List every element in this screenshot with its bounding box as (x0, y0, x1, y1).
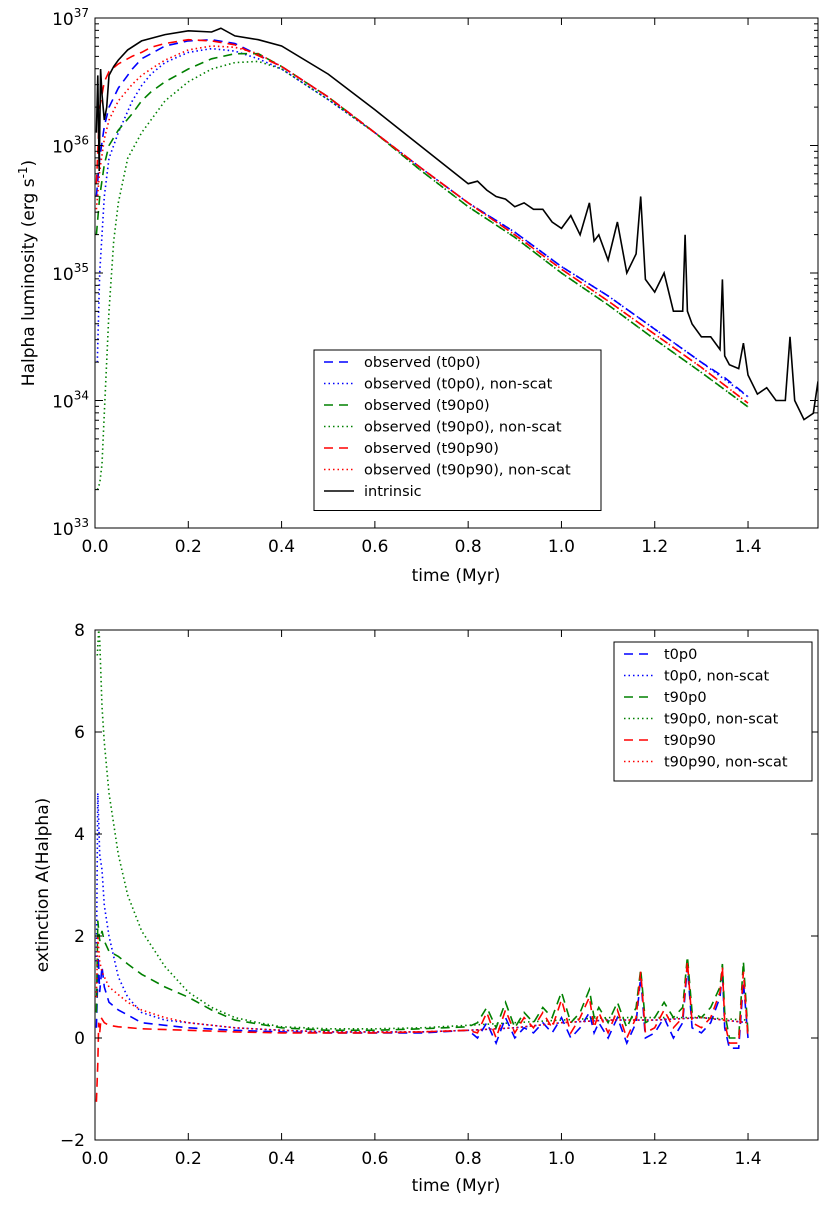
luminosity-frame (94, 17, 819, 529)
extinction-axes: 0.0 0.2 0.4 0.6 0.8 1.0 1.2 1.4 −2 0 2 4 6 8 (60, 621, 818, 1169)
luminosity-x-tick-label: 0.0 (81, 537, 108, 557)
extinction-series-t0p0 (95, 956, 749, 1049)
extinction-y-axis-label: extinction A(Halpha) (33, 798, 53, 973)
extinction-legend-label-t90p90: t90p90 (664, 733, 716, 749)
extinction-panel: 0.0 0.2 0.4 0.6 0.8 1.0 1.2 1.4 −2 0 2 4 6 8 time (My… (33, 621, 819, 1196)
luminosity-x-tick-label: 1.4 (735, 537, 762, 557)
luminosity-y-tick-label: 1033 (52, 516, 89, 540)
extinction-y-tick-label: 4 (74, 825, 85, 845)
luminosity-x-tick-label: 0.2 (175, 537, 202, 557)
luminosity-x-tick-label: 0.4 (268, 537, 295, 557)
extinction-x-tick-label: 0.8 (455, 1149, 482, 1169)
extinction-x-tick-label: 0.4 (268, 1149, 295, 1169)
luminosity-series-observed-t90p90 (95, 38, 749, 404)
extinction-x-tick-label: 0.6 (361, 1149, 388, 1169)
luminosity-legend-label-observed-t90p90: observed (t90p90) (364, 441, 499, 457)
luminosity-axes: 0.0 0.2 0.4 0.6 0.8 1.0 1.2 1.4 1033 1034 1035 1036… (52, 6, 818, 557)
extinction-y-tick-label: 0 (74, 1029, 85, 1049)
extinction-x-tick-label: 1.4 (735, 1149, 762, 1169)
luminosity-series-observed-t90p0 (95, 52, 749, 408)
extinction-legend: t0p0 t0p0, non-scat t90p0 t90p0, non-scat t9… (613, 641, 813, 782)
extinction-y-tick-label: 8 (74, 621, 85, 641)
luminosity-legend-label-observed-t90p0: observed (t90p0) (364, 398, 490, 414)
extinction-series-t0p0-non-scat (95, 793, 749, 1033)
extinction-y-tick-label: −2 (60, 1131, 85, 1151)
luminosity-legend-label-observed-t90p0-non-scat: observed (t90p0), non-scat (364, 420, 562, 436)
extinction-x-tick-label: 1.2 (641, 1149, 668, 1169)
luminosity-panel: 0.0 0.2 0.4 0.6 0.8 1.0 1.2 1.4 1033 1034 1035 1036… (16, 6, 819, 586)
luminosity-series-intrinsic (95, 27, 818, 421)
extinction-y-tick-label: 2 (74, 927, 85, 947)
luminosity-x-tick-label: 0.8 (455, 537, 482, 557)
extinction-legend-label-t90p0-non-scat: t90p0, non-scat (664, 712, 779, 728)
luminosity-x-axis-label: time (Myr) (412, 566, 501, 586)
extinction-series (95, 630, 749, 1102)
luminosity-x-tick-label: 0.6 (361, 537, 388, 557)
luminosity-series-observed-t90p0-non-scat (96, 60, 749, 491)
luminosity-y-axis-label-main: Halpha luminosity (erg s (19, 178, 39, 386)
extinction-frame (94, 629, 819, 1141)
luminosity-x-tick-label: 1.2 (641, 537, 668, 557)
luminosity-legend-label-observed-t0p0: observed (t0p0) (364, 355, 480, 371)
extinction-legend-label-t90p90-non-scat: t90p90, non-scat (664, 755, 788, 771)
luminosity-legend-label-intrinsic: intrinsic (364, 484, 422, 500)
luminosity-y-tick-label: 1034 (52, 389, 89, 413)
luminosity-legend-box (313, 349, 602, 511)
luminosity-y-tick-label: 1035 (52, 261, 89, 285)
luminosity-series-observed-t90p90-non-scat (95, 45, 749, 404)
luminosity-y-tick-label: 1036 (52, 134, 89, 158)
extinction-x-tick-label: 1.0 (548, 1149, 575, 1169)
extinction-x-tick-label: 0.0 (81, 1149, 108, 1169)
extinction-legend-label-t0p0-non-scat: t0p0, non-scat (664, 669, 769, 685)
luminosity-legend: observed (t0p0) observed (t0p0), non-scat… (313, 349, 602, 511)
extinction-legend-label-t0p0: t0p0 (664, 647, 697, 663)
luminosity-y-axis-label-end: ) (19, 160, 39, 167)
extinction-legend-label-t90p0: t90p0 (664, 690, 707, 706)
luminosity-y-tick-label: 1037 (52, 6, 89, 30)
extinction-x-tick-label: 0.2 (175, 1149, 202, 1169)
extinction-series-t90p90 (95, 961, 749, 1102)
extinction-x-axis-label: time (Myr) (412, 1176, 501, 1196)
luminosity-series (95, 27, 818, 491)
luminosity-y-axis-label-sup: -1 (16, 166, 30, 178)
luminosity-y-axis-label: Halpha luminosity (erg s-1) (16, 160, 39, 386)
luminosity-legend-label-observed-t0p0-non-scat: observed (t0p0), non-scat (364, 377, 553, 393)
luminosity-legend-label-observed-t90p90-non-scat: observed (t90p90), non-scat (364, 463, 571, 479)
luminosity-x-tick-label: 1.0 (548, 537, 575, 557)
extinction-y-tick-label: 6 (74, 723, 85, 743)
extinction-legend-box (613, 641, 813, 782)
